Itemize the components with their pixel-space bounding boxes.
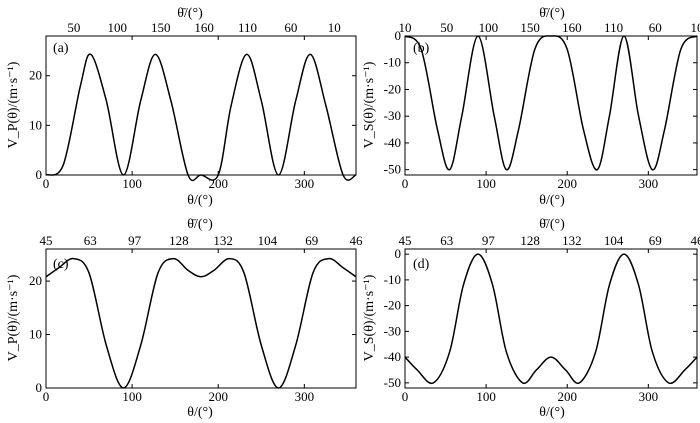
y-axis-label-d: V_S(θ)/(m·s⁻¹) — [362, 274, 377, 361]
x-tick-label-b: 100 — [476, 176, 496, 191]
y-tick-label-c: 20 — [29, 273, 42, 288]
top-tick-label-b: 110 — [604, 20, 623, 35]
top-tick-label-b: 10 — [399, 20, 412, 35]
y-tick-label-b: -50 — [384, 162, 401, 177]
top-axis-label-d: θ̄/(°) — [539, 217, 565, 232]
panel-c: (c) θ̄/(°) θ/(°) V_P(θ)/(m·s⁻¹) — [6, 217, 213, 420]
top-tick-label-d: 63 — [440, 233, 453, 248]
x-tick-label-a: 200 — [208, 176, 228, 191]
series-line-d — [404, 253, 698, 385]
top-tick-label-b: 50 — [440, 20, 453, 35]
panel-label-d: (d) — [413, 257, 430, 272]
y-tick-label-d: 0 — [395, 246, 402, 261]
panel-a: (a) θ̄/(°) θ/(°) V_P(θ)/(m·s⁻¹) — [6, 6, 213, 208]
top-tick-label-c: 69 — [305, 233, 318, 248]
x-axis-label-d: θ/(°) — [539, 405, 565, 420]
top-tick-label-b: 10 — [691, 20, 700, 35]
x-axis-label-b: θ/(°) — [539, 193, 565, 208]
x-tick-label-b: 200 — [557, 176, 577, 191]
y-axis-label-c: V_P(θ)/(m·s⁻¹) — [6, 274, 21, 361]
panel-label-a: (a) — [53, 41, 69, 56]
top-tick-label-b: 60 — [649, 20, 662, 35]
x-tick-label-d: 0 — [402, 389, 409, 404]
x-tick-label-d: 300 — [639, 389, 659, 404]
x-axis-label-a: θ/(°) — [187, 193, 213, 208]
x-tick-label-b: 300 — [639, 176, 659, 191]
y-tick-label-d: -10 — [384, 272, 401, 287]
plot-a: 0 100 200 300 0 10 20 50 100 150 160 110 60 10 — [29, 20, 357, 191]
x-tick-label-c: 0 — [43, 389, 50, 404]
top-tick-label-a: 50 — [67, 20, 80, 35]
y-axis-label-a: V_P(θ)/(m·s⁻¹) — [6, 61, 21, 148]
top-tick-label-a: 150 — [151, 20, 171, 35]
top-tick-label-d: 132 — [562, 233, 582, 248]
plot-c: 0 100 200 300 0 10 20 45 63 97 128 132 104 69 46 — [29, 233, 363, 404]
x-tick-label-d: 100 — [476, 389, 496, 404]
top-axis-label-b: θ̄/(°) — [539, 6, 565, 21]
y-tick-label-c: 0 — [36, 380, 43, 395]
x-tick-label-c: 100 — [122, 389, 142, 404]
x-tick-label-a: 300 — [295, 176, 315, 191]
x-tick-label-d: 200 — [557, 389, 577, 404]
plot-frame-b — [404, 35, 698, 176]
top-tick-label-d: 46 — [691, 233, 700, 248]
plot-frame-d — [404, 248, 698, 389]
y-tick-label-b: -40 — [384, 135, 401, 150]
top-tick-label-a: 100 — [108, 20, 128, 35]
top-tick-label-c: 45 — [40, 233, 53, 248]
plot-d: 0 100 200 300 0 -10 -20 -30 -40 -50 45 63 97 128 132 10… — [384, 233, 700, 404]
top-tick-label-d: 128 — [520, 233, 540, 248]
top-tick-label-c: 63 — [84, 233, 97, 248]
top-tick-label-a: 160 — [194, 20, 214, 35]
top-tick-label-b: 160 — [562, 20, 582, 35]
plot-frame-c — [45, 248, 357, 389]
y-tick-label-d: -30 — [384, 323, 401, 338]
x-tick-label-a: 100 — [122, 176, 142, 191]
top-tick-label-c: 104 — [258, 233, 278, 248]
top-tick-label-d: 45 — [399, 233, 412, 248]
top-tick-label-d: 104 — [604, 233, 624, 248]
top-tick-label-a: 110 — [238, 20, 257, 35]
top-tick-label-c: 132 — [213, 233, 233, 248]
y-tick-label-b: -30 — [384, 108, 401, 123]
series-line-a — [45, 53, 357, 182]
y-tick-label-b: -10 — [384, 55, 401, 70]
y-tick-label-d: -50 — [384, 375, 401, 390]
x-tick-label-a: 0 — [43, 176, 50, 191]
series-line-c — [45, 257, 357, 389]
top-tick-label-d: 69 — [649, 233, 662, 248]
top-tick-label-c: 46 — [350, 233, 364, 248]
y-tick-label-b: 0 — [395, 28, 402, 43]
top-tick-label-c: 128 — [169, 233, 189, 248]
y-tick-label-c: 10 — [29, 327, 42, 342]
y-tick-label-a: 20 — [29, 68, 42, 83]
top-axis-label-c: θ̄/(°) — [187, 217, 213, 232]
series-line-b — [404, 35, 698, 171]
panel-d: (d) θ̄/(°) θ/(°) V_S(θ)/(m·s⁻¹) — [362, 217, 565, 420]
top-tick-label-c: 97 — [128, 233, 142, 248]
x-tick-label-c: 300 — [295, 389, 315, 404]
y-tick-label-d: -20 — [384, 298, 401, 313]
top-tick-label-b: 100 — [479, 20, 499, 35]
top-tick-label-a: 10 — [328, 20, 341, 35]
x-tick-label-c: 200 — [208, 389, 228, 404]
y-axis-label-b: V_S(θ)/(m·s⁻¹) — [362, 61, 377, 148]
y-tick-label-d: -40 — [384, 349, 401, 364]
y-tick-label-a: 0 — [36, 167, 43, 182]
top-tick-label-d: 97 — [482, 233, 496, 248]
panel-b: (b) θ̄/(°) θ/(°) V_S(θ)/(m·s⁻¹) — [362, 6, 565, 208]
top-tick-label-b: 150 — [520, 20, 540, 35]
y-tick-label-b: -20 — [384, 81, 401, 96]
top-tick-label-a: 60 — [284, 20, 297, 35]
top-axis-label-a: θ̄/(°) — [177, 6, 203, 21]
x-axis-label-c: θ/(°) — [187, 405, 213, 420]
y-tick-label-a: 10 — [29, 117, 42, 132]
plot-b: 0 100 200 300 0 -10 -20 -30 -40 -50 10 50 100 150 160 1… — [384, 20, 700, 191]
x-tick-label-b: 0 — [402, 176, 409, 191]
